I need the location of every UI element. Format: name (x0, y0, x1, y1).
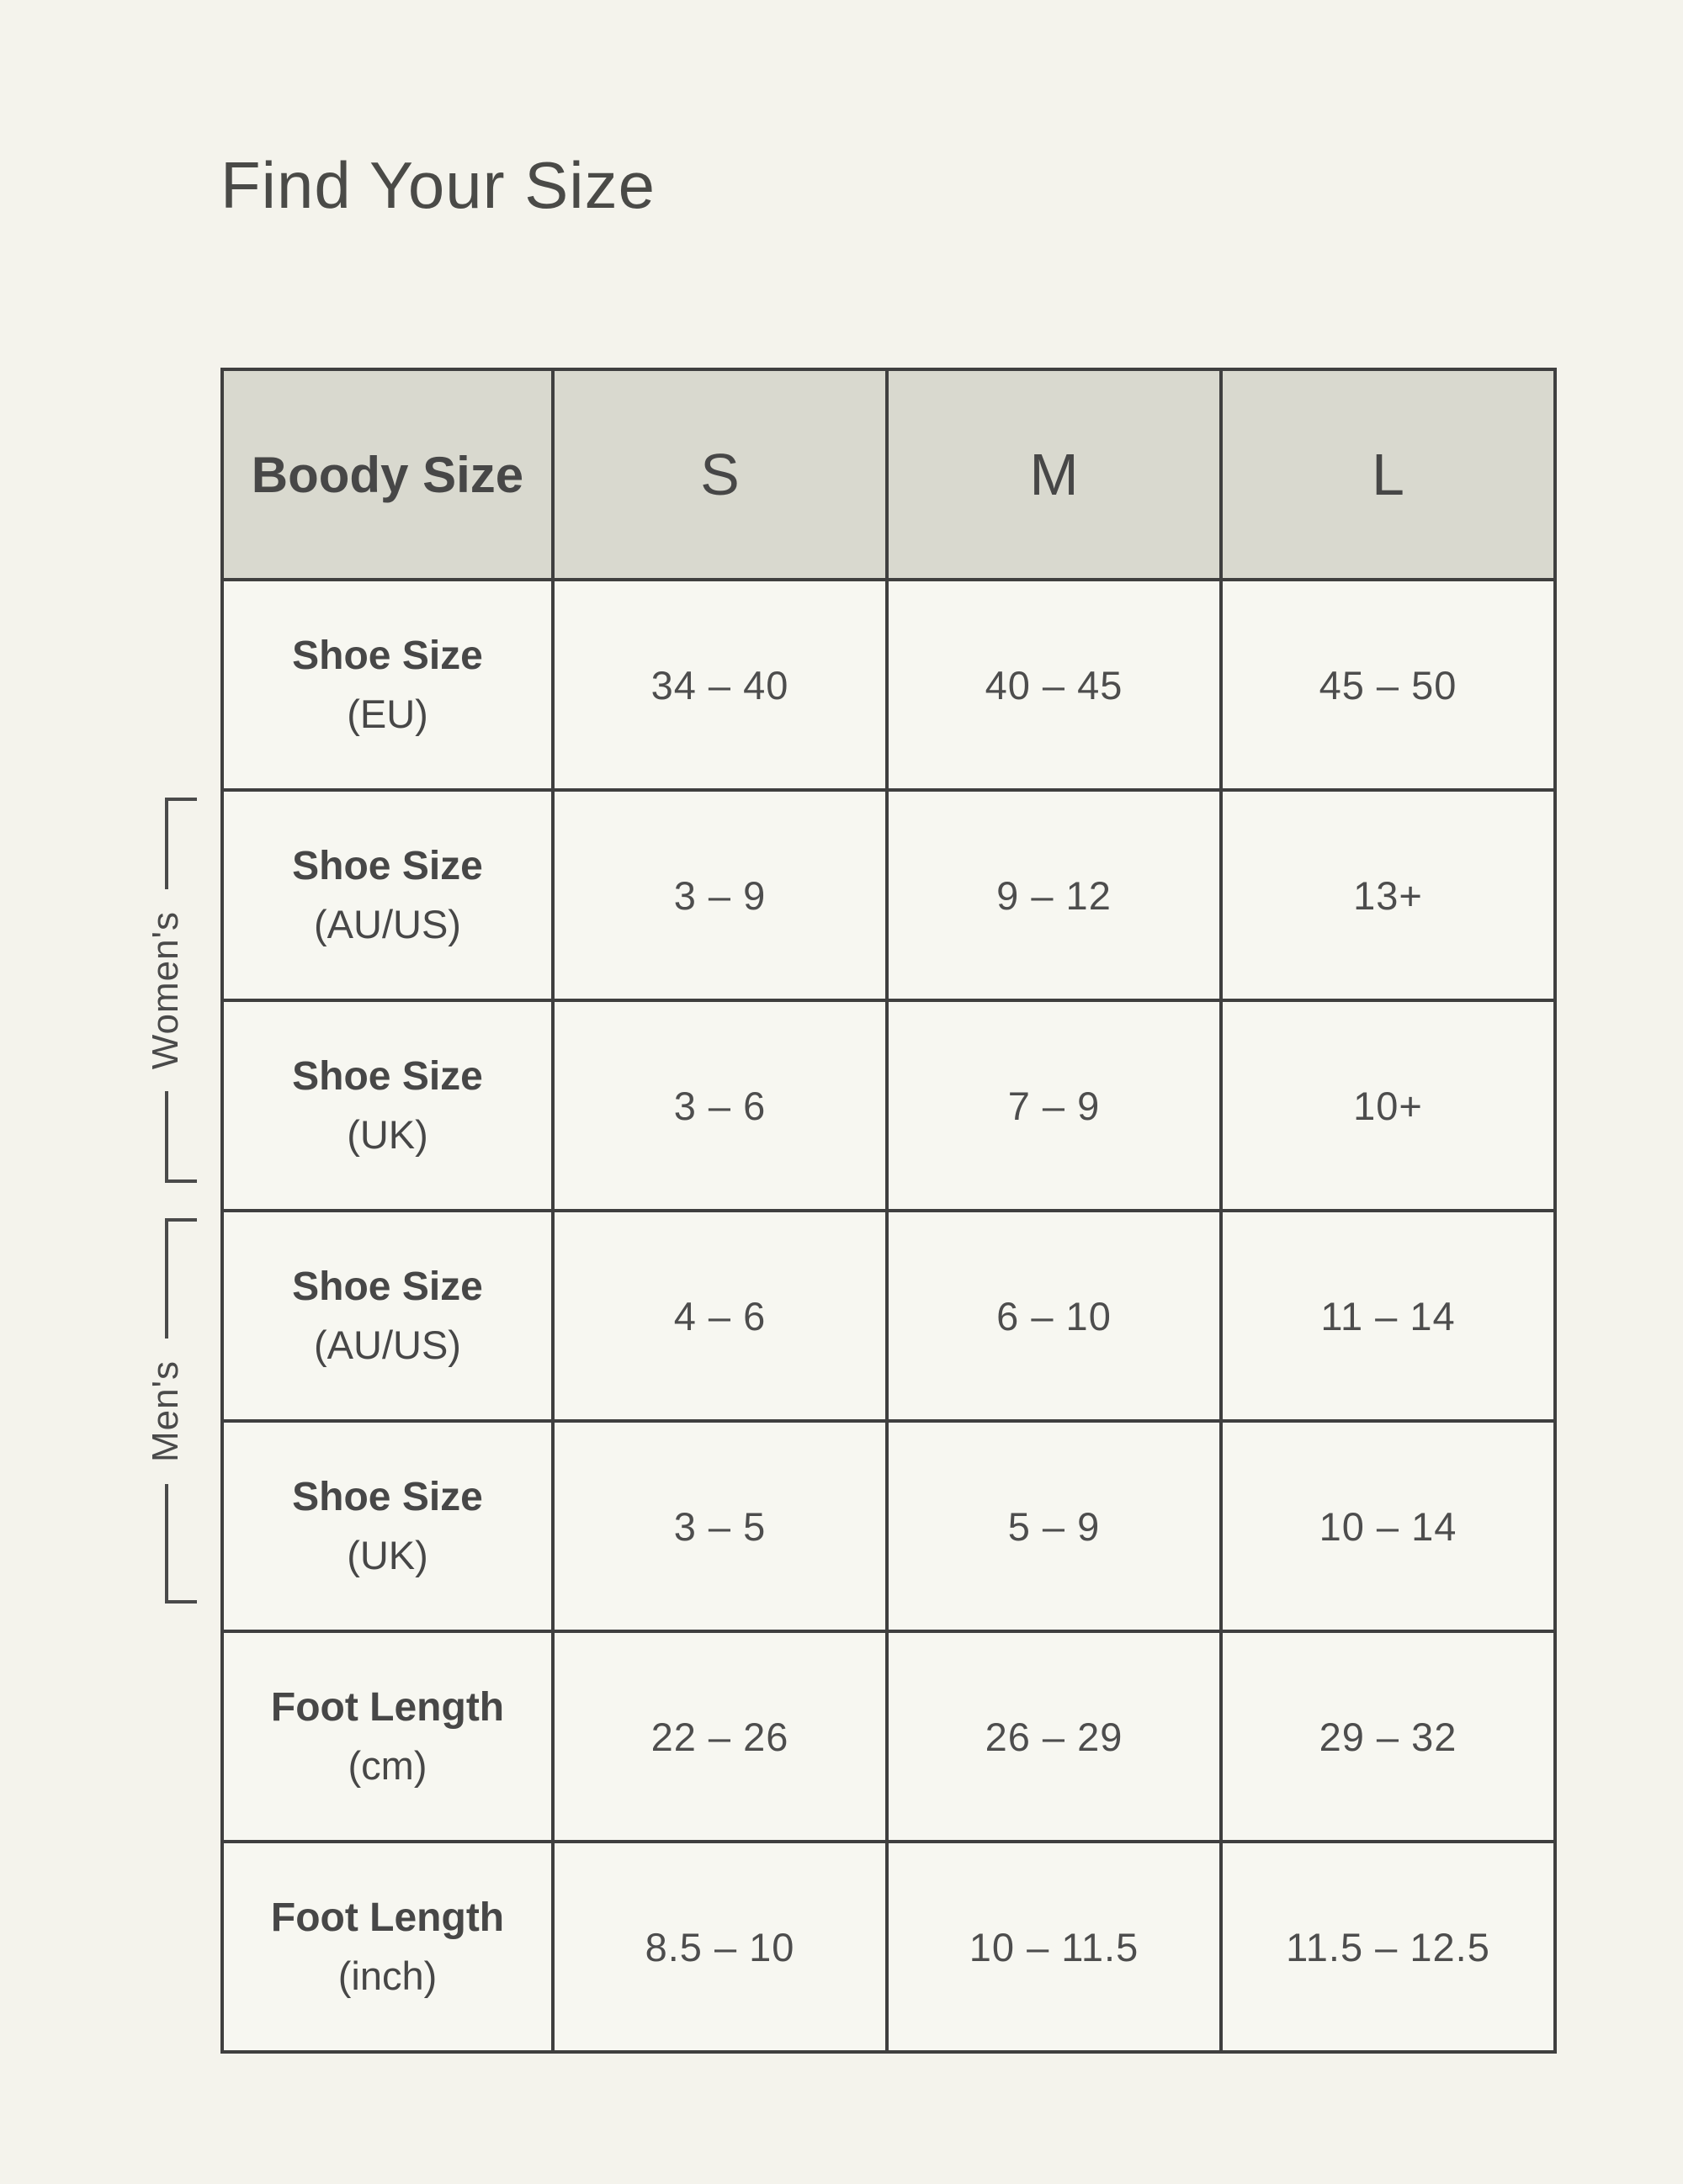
size-cell-m: 26 – 29 (885, 1630, 1223, 1843)
size-cell-l: 10+ (1219, 999, 1557, 1212)
size-cell-l: 10 – 14 (1219, 1419, 1557, 1633)
row-label-main: Foot Length (270, 1685, 505, 1730)
size-cell-s: 4 – 6 (551, 1209, 889, 1423)
row-label-sub: (inch) (337, 1953, 438, 1998)
row-label: Shoe Size (UK) (220, 999, 555, 1212)
bracket-vertical-line (165, 1483, 168, 1600)
row-label: Shoe Size (AU/US) (220, 1209, 555, 1423)
table-row: Foot Length (cm) 22 – 26 26 – 29 29 – 32 (220, 1630, 1557, 1843)
row-label-main: Shoe Size (292, 1264, 483, 1309)
table-row: Shoe Size (EU) 34 – 40 40 – 45 45 – 50 (220, 578, 1557, 792)
bracket-bottom-tick (165, 1600, 197, 1604)
size-cell-l: 45 – 50 (1219, 578, 1557, 792)
size-cell-s: 3 – 6 (551, 999, 889, 1212)
row-label-main: Shoe Size (292, 844, 483, 888)
bracket-top-tick (165, 1218, 197, 1222)
table-header-size-s: S (551, 368, 889, 581)
page-title: Find Your Size (220, 148, 656, 222)
row-label-main: Shoe Size (292, 633, 483, 678)
womens-group-label: Women's (145, 910, 186, 1070)
table-row: Shoe Size (UK) 3 – 6 7 – 9 10+ (220, 999, 1557, 1212)
row-label-sub: (EU) (347, 692, 428, 736)
table-row: Shoe Size (UK) 3 – 5 5 – 9 10 – 14 (220, 1419, 1557, 1633)
size-cell-s: 34 – 40 (551, 578, 889, 792)
bracket-vertical-line (165, 1091, 168, 1180)
size-cell-m: 9 – 12 (885, 788, 1223, 1002)
womens-group-bracket: Women's (145, 798, 204, 1184)
table-row: Shoe Size (AU/US) 3 – 9 9 – 12 13+ (220, 788, 1557, 1002)
size-cell-l: 13+ (1219, 788, 1557, 1002)
row-label-main: Shoe Size (292, 1054, 483, 1099)
row-label-main: Shoe Size (292, 1475, 483, 1519)
size-cell-m: 6 – 10 (885, 1209, 1223, 1423)
mens-group-bracket: Men's (145, 1218, 204, 1604)
table-header-row: Boody Size S M L (220, 368, 1557, 581)
row-label-sub: (AU/US) (314, 1323, 461, 1367)
size-cell-s: 8.5 – 10 (551, 1840, 889, 2054)
row-label: Foot Length (cm) (220, 1630, 555, 1843)
bracket-vertical-line (165, 801, 168, 889)
size-cell-l: 11.5 – 12.5 (1219, 1840, 1557, 2054)
row-label: Foot Length (inch) (220, 1840, 555, 2054)
table-header-size-m: M (885, 368, 1223, 581)
row-label-sub: (cm) (348, 1743, 427, 1788)
row-label-sub: (UK) (347, 1533, 428, 1577)
table-header-size-l: L (1219, 368, 1557, 581)
size-cell-s: 22 – 26 (551, 1630, 889, 1843)
size-cell-m: 10 – 11.5 (885, 1840, 1223, 2054)
size-cell-m: 40 – 45 (885, 578, 1223, 792)
bracket-top-tick (165, 798, 197, 801)
size-cell-s: 3 – 9 (551, 788, 889, 1002)
table-row: Shoe Size (AU/US) 4 – 6 6 – 10 11 – 14 (220, 1209, 1557, 1423)
table-header-boody-size: Boody Size (220, 368, 555, 581)
bracket-bottom-tick (165, 1179, 197, 1184)
size-table-body: Shoe Size (EU) 34 – 40 40 – 45 45 – 50 S… (220, 578, 1557, 2054)
row-label-sub: (UK) (347, 1112, 428, 1157)
size-cell-l: 29 – 32 (1219, 1630, 1557, 1843)
row-label-main: Foot Length (270, 1895, 505, 1940)
bracket-vertical-line (165, 1222, 168, 1338)
size-cell-s: 3 – 5 (551, 1419, 889, 1633)
row-label: Shoe Size (EU) (220, 578, 555, 792)
size-table: Boody Size S M L Shoe Size (EU) 34 – 40 … (220, 368, 1557, 2054)
mens-group-label: Men's (145, 1360, 186, 1462)
size-cell-l: 11 – 14 (1219, 1209, 1557, 1423)
row-label: Shoe Size (UK) (220, 1419, 555, 1633)
size-cell-m: 5 – 9 (885, 1419, 1223, 1633)
size-cell-m: 7 – 9 (885, 999, 1223, 1212)
row-label-sub: (AU/US) (314, 902, 461, 946)
table-row: Foot Length (inch) 8.5 – 10 10 – 11.5 11… (220, 1840, 1557, 2054)
row-label: Shoe Size (AU/US) (220, 788, 555, 1002)
